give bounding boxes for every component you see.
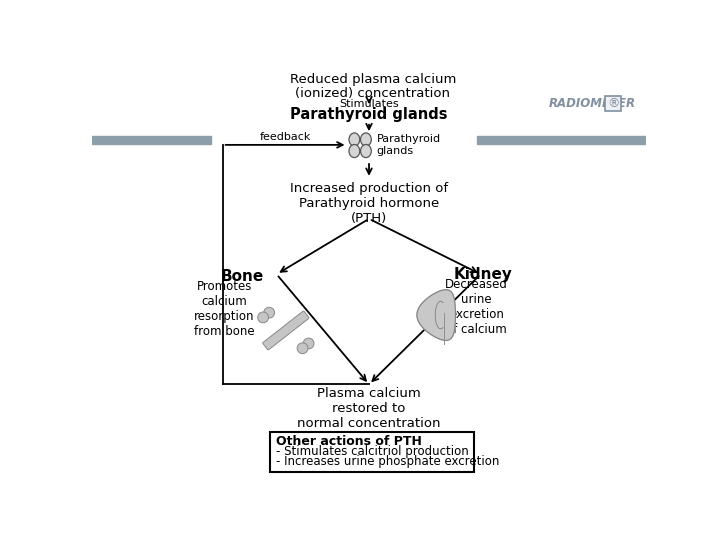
FancyBboxPatch shape bbox=[606, 96, 621, 111]
Text: Parathyroid
glands: Parathyroid glands bbox=[377, 134, 441, 156]
Circle shape bbox=[303, 338, 314, 349]
Circle shape bbox=[264, 307, 274, 318]
Text: Kidney: Kidney bbox=[454, 267, 513, 281]
Polygon shape bbox=[435, 301, 443, 329]
Text: RADIOMETER: RADIOMETER bbox=[549, 97, 636, 110]
Text: Bone: Bone bbox=[221, 269, 264, 284]
Ellipse shape bbox=[361, 145, 372, 158]
Bar bbox=[477, 137, 647, 144]
Ellipse shape bbox=[349, 133, 360, 146]
Text: Plasma calcium
restored to
normal concentration: Plasma calcium restored to normal concen… bbox=[297, 387, 441, 430]
Text: Other actions of PTH: Other actions of PTH bbox=[276, 435, 422, 448]
Bar bbox=[92, 137, 211, 144]
Text: Promotes
calcium
resorption
from bone: Promotes calcium resorption from bone bbox=[194, 280, 255, 339]
FancyBboxPatch shape bbox=[263, 311, 309, 350]
Text: ®: ® bbox=[607, 97, 619, 110]
Text: Parathyroid glands: Parathyroid glands bbox=[290, 107, 448, 122]
Text: - Increases urine phosphate excretion: - Increases urine phosphate excretion bbox=[276, 455, 499, 468]
Bar bbox=[271, 432, 474, 472]
Circle shape bbox=[258, 312, 269, 323]
Text: Decreased
urine
excretion
of calcium: Decreased urine excretion of calcium bbox=[446, 278, 508, 336]
Circle shape bbox=[297, 343, 308, 354]
Polygon shape bbox=[417, 290, 456, 340]
Ellipse shape bbox=[349, 145, 360, 158]
Text: feedback: feedback bbox=[259, 132, 311, 142]
Text: - Stimulates calcitriol production: - Stimulates calcitriol production bbox=[276, 445, 469, 458]
Text: Increased production of
Parathyroid hormone
(PTH): Increased production of Parathyroid horm… bbox=[290, 182, 448, 225]
Text: Stimulates: Stimulates bbox=[339, 99, 399, 109]
Text: Reduced plasma calcium
(ionized) concentration: Reduced plasma calcium (ionized) concent… bbox=[289, 72, 456, 100]
Ellipse shape bbox=[361, 133, 372, 146]
